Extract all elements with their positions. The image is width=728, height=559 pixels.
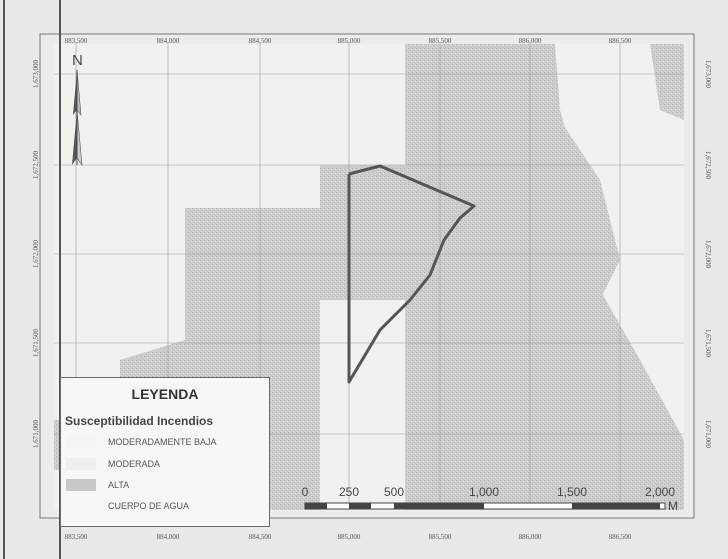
study-area-boundary (347, 164, 476, 384)
scale-label: 0 (301, 485, 309, 499)
legend-label: MODERADAMENTE BAJA (108, 437, 217, 447)
legend-label: CUERPO DE AGUA (108, 501, 190, 511)
legend-label: MODERADA (108, 459, 161, 469)
x-tick-top: 886,000 (518, 37, 542, 45)
legend-item: CUERPO DE AGUA (66, 500, 266, 514)
scale-label: 2,000 (644, 485, 676, 499)
scale-label: 250 (338, 485, 360, 499)
legend-subtitle: Susceptibilidad Incendios (65, 414, 214, 428)
x-tick-top: 883,500 (64, 37, 88, 45)
y-tick-left: 1,672,500 (32, 151, 40, 179)
x-tick-bottom: 885,000 (337, 533, 361, 541)
legend-item: MODERADA (66, 458, 266, 472)
y-tick-left: 1,673,000 (32, 60, 40, 88)
legend-swatch (66, 500, 96, 512)
scale-bar-graphic (304, 502, 666, 510)
legend: LEYENDA Susceptibilidad Incendios MODERA… (60, 377, 270, 527)
x-tick-top: 884,000 (156, 37, 180, 45)
legend-item: ALTA (66, 479, 266, 493)
north-label: N (72, 52, 83, 69)
legend-swatch (66, 436, 96, 448)
scale-unit: M (668, 499, 678, 513)
x-tick-bottom: 886,500 (608, 533, 632, 541)
y-tick-right: 1,672,500 (704, 151, 712, 179)
y-tick-right: 1,671,000 (704, 420, 712, 448)
y-tick-right: 1,672,000 (704, 240, 712, 268)
north-arrow-icon (72, 70, 83, 167)
alta-zone-central (320, 44, 684, 510)
alta-zone-west (120, 208, 320, 510)
legend-label: ALTA (108, 480, 130, 490)
x-tick-top: 885,000 (337, 37, 361, 45)
x-tick-bottom: 885,500 (428, 533, 452, 541)
legend-swatch (66, 479, 96, 491)
y-tick-right: 1,673,000 (704, 60, 712, 88)
scale-label: 500 (383, 485, 405, 499)
scale-label: 1,500 (556, 485, 588, 499)
x-tick-bottom: 886,000 (518, 533, 542, 541)
x-tick-bottom: 884,500 (248, 533, 272, 541)
y-tick-right: 1,671,500 (704, 329, 712, 357)
x-tick-bottom: 884,000 (156, 533, 180, 541)
scale-label: 1,000 (468, 485, 500, 499)
y-tick-left: 1,671,500 (32, 329, 40, 357)
x-tick-top: 885,500 (428, 37, 452, 45)
legend-title: LEYENDA (131, 386, 199, 402)
north-arrow: N (64, 52, 94, 167)
y-tick-left: 1,671,000 (32, 420, 40, 448)
x-tick-top: 884,500 (248, 37, 272, 45)
x-tick-bottom: 883,500 (64, 533, 88, 541)
legend-item: MODERADAMENTE BAJA (66, 436, 266, 450)
alta-zone-northeast (650, 44, 684, 120)
y-tick-left: 1,672,000 (32, 240, 40, 268)
legend-swatch (66, 458, 96, 470)
x-tick-top: 886,500 (608, 37, 632, 45)
